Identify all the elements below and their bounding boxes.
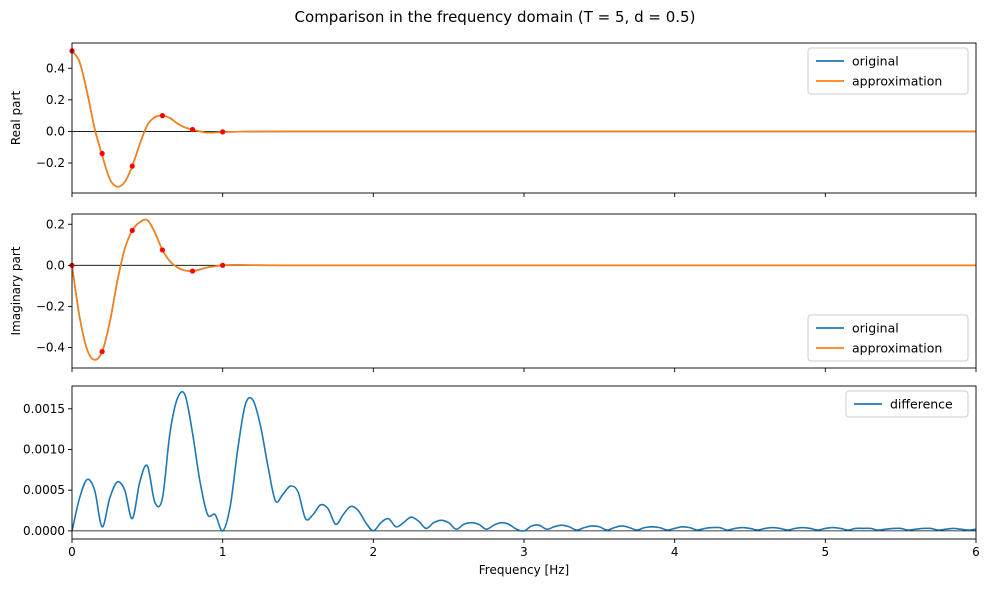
x-tick-label: 2 [370, 545, 378, 559]
sample-point [159, 113, 165, 119]
y-axis-label: Real part [9, 91, 23, 146]
y-tick-label: 0.0005 [23, 483, 65, 497]
y-tick-label: −0.4 [36, 340, 65, 354]
legend-label-original: original [852, 321, 899, 336]
real-part-panel: −0.2 0.0 0.2 0.4 Real part original approximat… [9, 42, 977, 197]
x-tick-label: 5 [822, 545, 830, 559]
y-tick-label: −0.2 [36, 299, 65, 313]
x-tick-label: 4 [671, 545, 679, 559]
sample-point [129, 227, 135, 234]
y-tick-label: 0.2 [46, 93, 65, 107]
sample-point [189, 268, 196, 274]
x-tick-label: 0 [68, 545, 76, 559]
y-tick-label: 0.0 [46, 124, 65, 138]
y-tick-label: 0.0015 [23, 402, 65, 416]
series-line-difference [72, 390, 976, 532]
sample-point [129, 163, 135, 169]
sample-point [99, 348, 105, 355]
y-tick-label: 0.0000 [23, 524, 65, 538]
legend-label-approximation: approximation [852, 74, 942, 89]
legend-box [807, 314, 969, 362]
legend-label-original: original [852, 54, 899, 69]
x-axis-label: Frequency [Hz] [479, 563, 570, 577]
figure-title: Comparison in the frequency domain (T = … [295, 8, 696, 26]
plot-area [72, 390, 976, 532]
legend: difference [845, 390, 969, 418]
y-tick-label: −0.2 [36, 156, 65, 170]
x-tick-label: 6 [972, 545, 980, 559]
x-tick-label: 3 [520, 545, 528, 559]
y-tick-label: 0.2 [46, 217, 65, 231]
difference-panel: 0 1 2 3 4 5 6 0.0000 0.0005 0.0010 0.0015 Frequency… [23, 385, 980, 577]
y-tick-label: 0.0010 [23, 442, 65, 456]
legend: original approximation [807, 47, 969, 95]
plot-area [72, 218, 976, 361]
y-tick-label: 0.0 [46, 258, 65, 272]
x-tick-label: 1 [219, 545, 227, 559]
legend-label-approximation: approximation [852, 341, 942, 356]
legend-label-difference: difference [890, 397, 953, 412]
sample-point [189, 126, 196, 133]
y-tick-label: 0.4 [46, 61, 65, 75]
y-axis-label: Imaginary part [9, 246, 23, 335]
series-line-approximation [72, 218, 976, 361]
imaginary-part-panel: −0.4 −0.2 0.0 0.2 Imaginary part original appr… [9, 213, 977, 372]
series-line-approximation [72, 50, 976, 188]
plot-area [72, 50, 976, 188]
legend-box [807, 47, 969, 95]
sample-point [220, 262, 226, 268]
legend-box [845, 390, 969, 418]
sample-point [99, 150, 105, 157]
legend: original approximation [807, 314, 969, 362]
sample-point [159, 247, 165, 253]
sample-point [220, 129, 226, 135]
